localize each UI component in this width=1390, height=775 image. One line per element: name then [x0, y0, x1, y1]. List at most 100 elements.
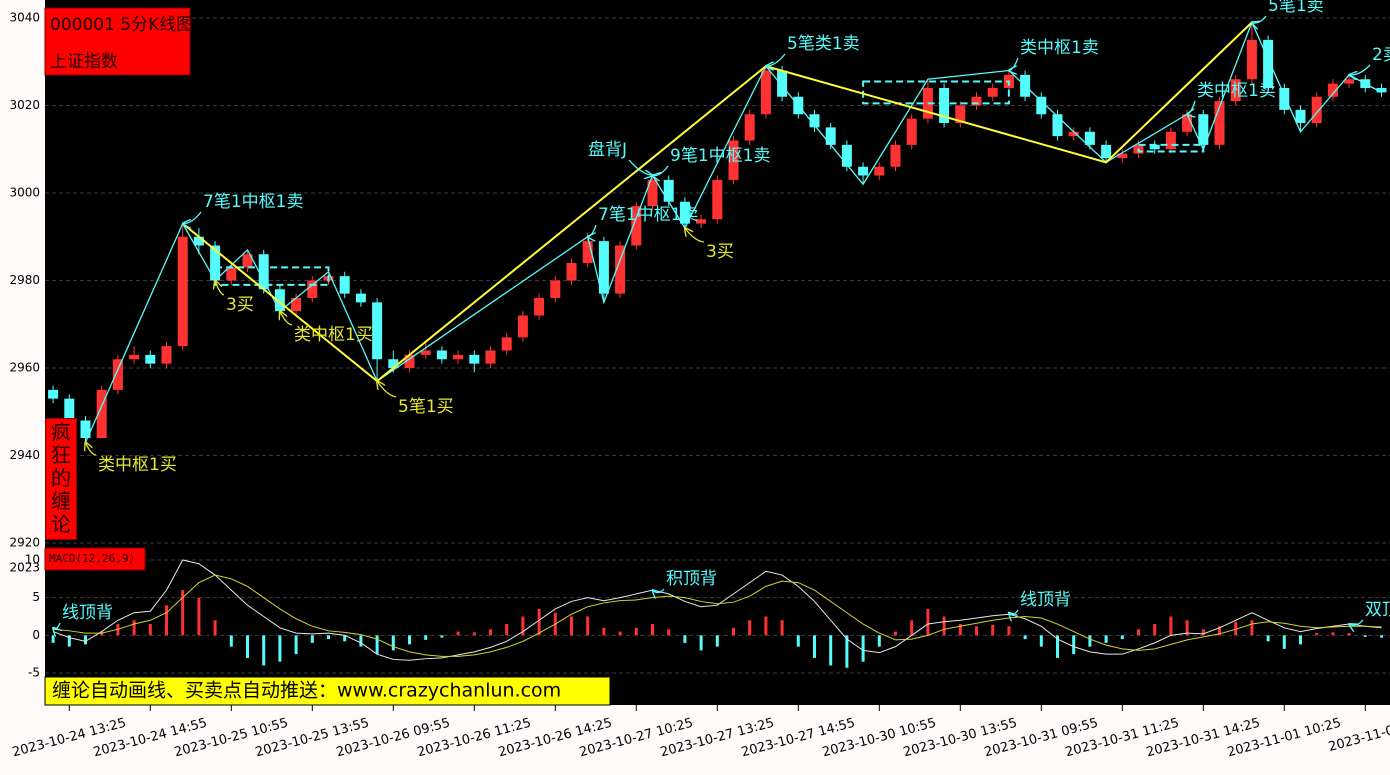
macd-title-box [44, 547, 146, 571]
candle-body [161, 346, 172, 364]
candle-body [744, 114, 755, 141]
macd-line [52, 559, 1382, 661]
candle-body [777, 70, 788, 97]
y-tick-label: 5 [32, 590, 40, 604]
candle-body [566, 263, 577, 281]
candle-body [242, 254, 253, 268]
candle-body [291, 298, 302, 312]
banner: 缠论自动画线、买卖点自动推送：www.crazychanlun.com [52, 680, 561, 702]
annotation-arrow [628, 159, 652, 176]
candle-body [274, 289, 285, 312]
candle-body [112, 359, 123, 390]
candle-body [874, 166, 885, 176]
candle-body [939, 88, 950, 123]
candle-body [372, 302, 383, 360]
candle-body [1182, 114, 1193, 132]
annotation-arrow [685, 228, 705, 243]
candle-body [647, 179, 658, 207]
candle-body [96, 389, 107, 438]
plot-background [45, 0, 1390, 705]
candle-body [1246, 39, 1257, 80]
candle-body [64, 398, 75, 421]
candle-body [210, 245, 221, 281]
candle-body [145, 354, 156, 364]
annotation-arrow [183, 211, 202, 224]
candle-body [1068, 131, 1079, 137]
candle-body [1101, 144, 1112, 158]
side-label: 疯狂的缠论 [45, 418, 77, 540]
annotation-arrow [215, 281, 225, 296]
y-tick-label: 2920 [9, 536, 40, 550]
annotation: 5笔类1卖 [787, 34, 860, 54]
candle-body [550, 280, 561, 298]
candle-body [388, 359, 399, 368]
candle-body [1165, 131, 1176, 150]
candle-body [1117, 153, 1128, 158]
candle-body [825, 127, 836, 145]
candle-body [404, 354, 415, 368]
annotation: 线顶背 [1020, 590, 1071, 610]
candle-body [971, 96, 982, 106]
annotation-arrow [86, 442, 97, 456]
candle-body [696, 219, 707, 224]
candle-body [906, 118, 917, 145]
annotation-arrow [1349, 619, 1364, 625]
candle-body [1198, 114, 1209, 145]
candle-body [858, 166, 869, 176]
candle-body [339, 276, 350, 294]
candle-body [1263, 39, 1274, 88]
candle-body [712, 179, 723, 220]
annotation-arrow [653, 165, 669, 176]
annotation: 2卖 [1372, 45, 1390, 65]
candle-body [1279, 88, 1290, 110]
annotation: 5笔1买 [398, 397, 454, 417]
candle-body [890, 144, 901, 167]
candle-body [193, 236, 204, 246]
candle-body [582, 241, 593, 263]
candle-body [1214, 101, 1225, 145]
chart-title: 000001 5分K线图 [50, 15, 193, 35]
candle-body [177, 236, 188, 347]
title-box [44, 7, 191, 76]
y-tick-label: 10 [25, 553, 40, 567]
y-tick-label: 3040 [9, 11, 40, 25]
annotation: 盘背J [588, 140, 627, 160]
annotation-arrow [1009, 57, 1019, 71]
annotation: 类中枢1卖 [1020, 38, 1099, 58]
candle-body [1327, 83, 1338, 97]
annotation: 类中枢1卖 [1197, 81, 1276, 101]
candle-body [679, 201, 690, 224]
annotation-arrow [1349, 64, 1371, 75]
candle-body [1230, 79, 1241, 102]
candle-body [226, 267, 237, 281]
chart-subtitle: 上证指数 [50, 52, 118, 72]
annotation-arrow [53, 622, 60, 629]
y-tick-label: 0 [32, 628, 40, 642]
annotation: 类中枢1买 [98, 455, 177, 475]
pivot-zone [862, 80, 1010, 105]
candle-body [485, 350, 496, 364]
stray-label: 2023 [9, 561, 40, 575]
y-tick-label: 3000 [9, 186, 40, 200]
candle-body [955, 105, 966, 123]
y-tick-label: 3020 [9, 98, 40, 112]
candle-body [420, 350, 431, 355]
candle-body [80, 420, 91, 438]
annotation-arrow [1252, 15, 1267, 23]
annotation: 5笔1卖 [1268, 0, 1324, 16]
candle-body [469, 354, 480, 364]
macd-line [53, 574, 1382, 657]
candle-body [760, 70, 771, 115]
candle-body [615, 245, 626, 294]
annotation-arrow [1187, 100, 1195, 114]
annotation-arrow [280, 311, 293, 326]
annotation: 7笔1中枢1卖 [598, 205, 698, 225]
annotation: 3买 [226, 295, 254, 315]
candle-body [129, 354, 140, 360]
candle-body [1344, 79, 1355, 84]
candle-body [436, 350, 447, 360]
candle-body [517, 315, 528, 338]
